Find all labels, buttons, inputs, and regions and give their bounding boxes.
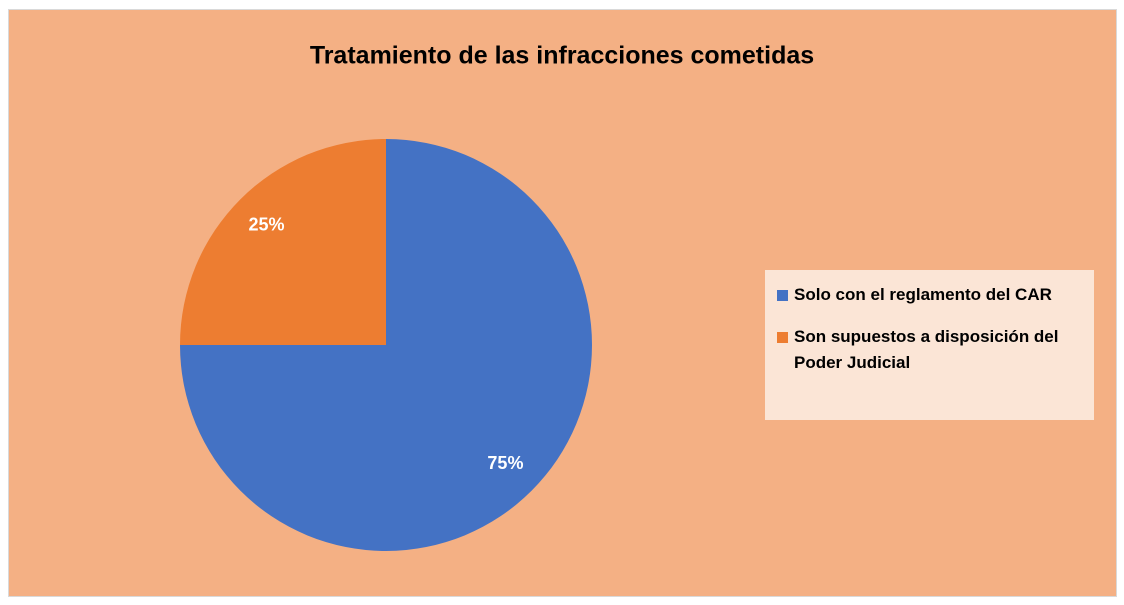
chart-title: Tratamiento de las infracciones cometida…	[310, 42, 814, 70]
legend-item: Solo con el reglamento del CAR	[777, 282, 1084, 308]
legend-item: Son supuestos a disposición del Poder Ju…	[777, 324, 1084, 376]
legend-label: Solo con el reglamento del CAR	[794, 285, 1052, 304]
legend-swatch	[777, 290, 788, 301]
pie-slice	[180, 139, 386, 345]
legend: Solo con el reglamento del CAR Son supues…	[765, 270, 1094, 420]
legend-label: Son supuestos a disposición del Poder Ju…	[794, 327, 1059, 372]
data-label: 25%	[249, 214, 285, 234]
legend-swatch	[777, 332, 788, 343]
data-label: 75%	[487, 453, 523, 473]
